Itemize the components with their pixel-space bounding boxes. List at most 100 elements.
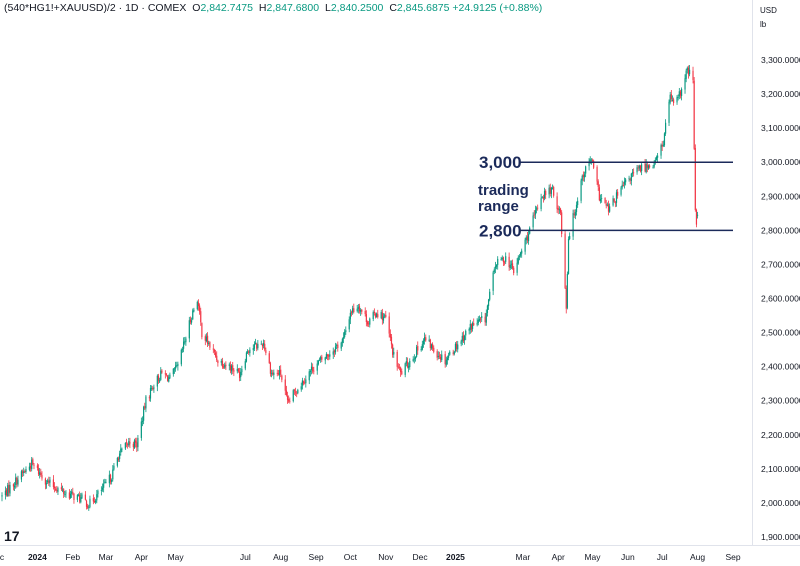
candle-body [47,480,49,483]
candle [414,356,417,362]
candle-body [549,187,551,194]
candle [183,337,185,353]
currency-label[interactable]: USD [760,6,777,15]
x-tick-label: Jun [621,552,635,562]
candle [581,174,583,186]
candle-body [695,209,698,225]
x-tick-label: Jul [240,552,251,562]
candle [64,490,66,497]
candle [606,202,608,207]
candle-body [433,347,435,352]
candle-body [165,374,168,375]
candle [565,285,567,314]
candle-body [357,307,359,309]
symbol-label[interactable]: (540*HG1!+XAUUSD)/2 · 1D · COMEX [4,2,187,14]
candle [501,255,503,261]
candle [510,260,513,270]
candle-body [486,305,489,313]
candle-body [313,370,315,372]
candle [206,332,209,347]
candle [647,164,650,171]
candle [637,165,639,172]
candle-body [63,489,65,494]
candle-body [662,144,664,147]
candle [630,172,632,186]
candle [256,342,258,352]
candle [623,177,626,189]
candle-body [414,356,417,359]
candle-body [160,370,162,380]
candle-body [380,312,382,319]
candle [88,504,90,511]
candle-body [440,356,442,360]
candle-body [93,500,96,503]
candle-body [613,198,615,202]
candle-body [324,357,326,361]
candle-body [676,97,678,103]
candle-body [668,101,670,123]
candle [76,494,78,503]
candle-body [198,305,201,312]
candle [152,385,154,391]
candle-body [631,172,634,174]
x-tick-label: Aug [690,552,705,562]
candle [53,482,56,493]
candle-body [269,363,272,374]
candle [101,483,104,492]
candle [503,260,506,266]
candle [268,350,270,364]
candle [177,361,179,371]
candle-body [216,355,218,361]
candle [281,374,283,383]
candle-body [137,438,139,448]
candle-body [1,495,3,497]
candle [221,357,224,369]
candle [577,197,579,208]
candle-body [350,312,353,314]
candle [526,231,529,244]
candle-body [132,443,134,448]
price-axis[interactable]: 1,900.0000 2,000.0000 2,100.0000 2,200.0000… [761,55,800,542]
candle-body [44,478,47,485]
candle [588,158,590,171]
candle [532,212,534,231]
x-tick-label: Sep [725,552,740,562]
candle [164,370,166,379]
candle-body [638,165,640,169]
candle [416,344,418,358]
candle-body [296,392,298,394]
candle [334,342,337,355]
candle [516,258,518,276]
candle-body [567,238,570,274]
candle [48,476,50,486]
candle-body [593,160,595,168]
candle-body [551,187,554,189]
unit-label[interactable]: lb [760,20,767,29]
candle [365,310,367,327]
y-tick-label: 2,000.0000 [761,498,800,508]
candle [502,256,505,267]
candle-body [85,500,88,507]
tradingview-logo[interactable]: 17 [4,528,20,544]
time-axis[interactable]: c 2024 Feb Mar Apr May Jul Aug Sep Oct Nov Dec 2025 M… [0,552,741,562]
candle-body [116,457,118,466]
candle-body [148,397,150,399]
candle-body [502,257,505,263]
candle [193,307,195,313]
candle [77,493,80,497]
candle-body [449,351,451,355]
candle [140,417,142,441]
candle [436,349,438,361]
candle-body [390,336,393,345]
candle [492,270,494,296]
candle-body [312,367,314,372]
candle-body [516,262,518,273]
candle [25,466,27,474]
candle [176,361,178,368]
candle [567,236,570,275]
candle-body [109,474,112,482]
candle-body [73,493,75,500]
candle [438,351,441,360]
candle-body [304,382,306,384]
